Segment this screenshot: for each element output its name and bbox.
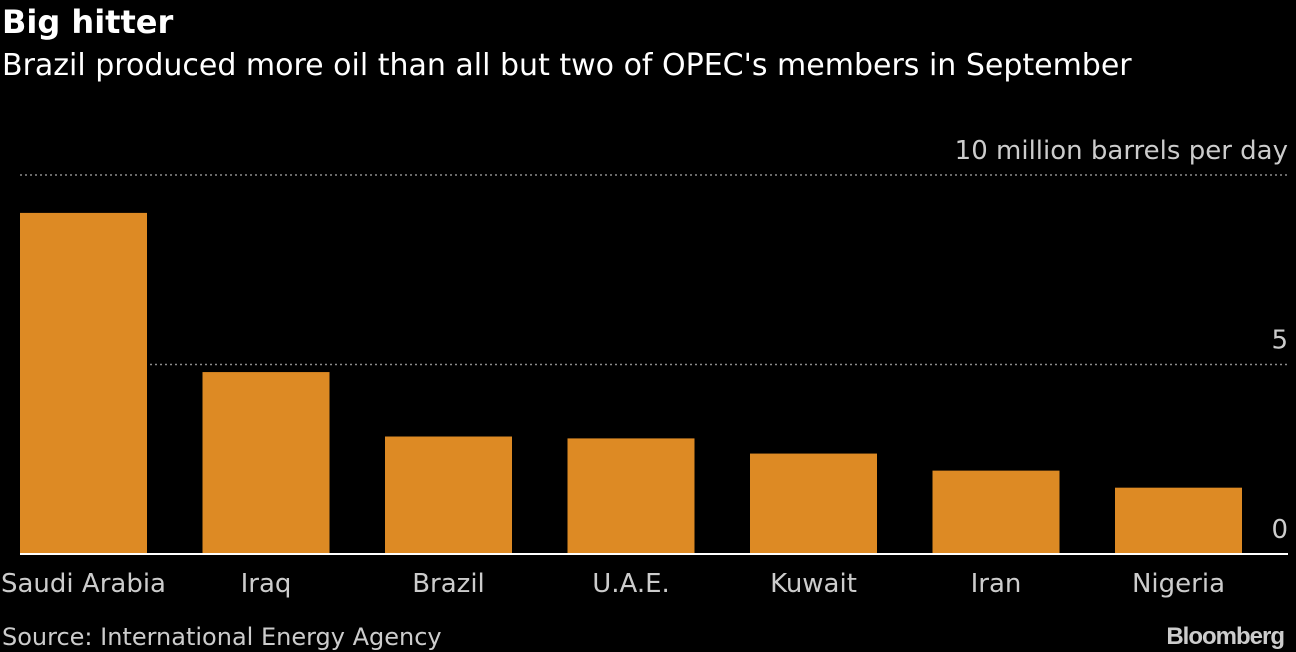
x-tick-label-iraq: Iraq xyxy=(241,569,292,599)
bar-u-a-e xyxy=(567,438,695,554)
y-tick-label-5: 5 xyxy=(1271,326,1288,356)
bar-kuwait xyxy=(750,453,877,554)
x-tick-label-iran: Iran xyxy=(971,569,1022,599)
source-note: Source: International Energy Agency xyxy=(2,623,442,651)
x-tick-label-u-a-e: U.A.E. xyxy=(592,569,670,599)
x-tick-label-saudi-arabia: Saudi Arabia xyxy=(1,569,166,599)
bar-brazil xyxy=(385,436,512,554)
bar-iran xyxy=(932,470,1060,554)
y-tick-label-10: 10 million barrels per day xyxy=(955,136,1288,166)
bar-saudi-arabia xyxy=(20,212,147,554)
y-tick-label-0: 0 xyxy=(1271,515,1288,545)
bar-nigeria xyxy=(1115,487,1242,554)
x-tick-label-brazil: Brazil xyxy=(412,569,485,599)
chart-title: Big hitter xyxy=(2,3,174,41)
bloomberg-logo: Bloomberg xyxy=(1166,623,1285,650)
bar-iraq xyxy=(202,372,330,554)
x-tick-label-nigeria: Nigeria xyxy=(1132,569,1225,599)
chart-subtitle: Brazil produced more oil than all but tw… xyxy=(2,48,1132,83)
x-tick-label-kuwait: Kuwait xyxy=(770,569,857,599)
